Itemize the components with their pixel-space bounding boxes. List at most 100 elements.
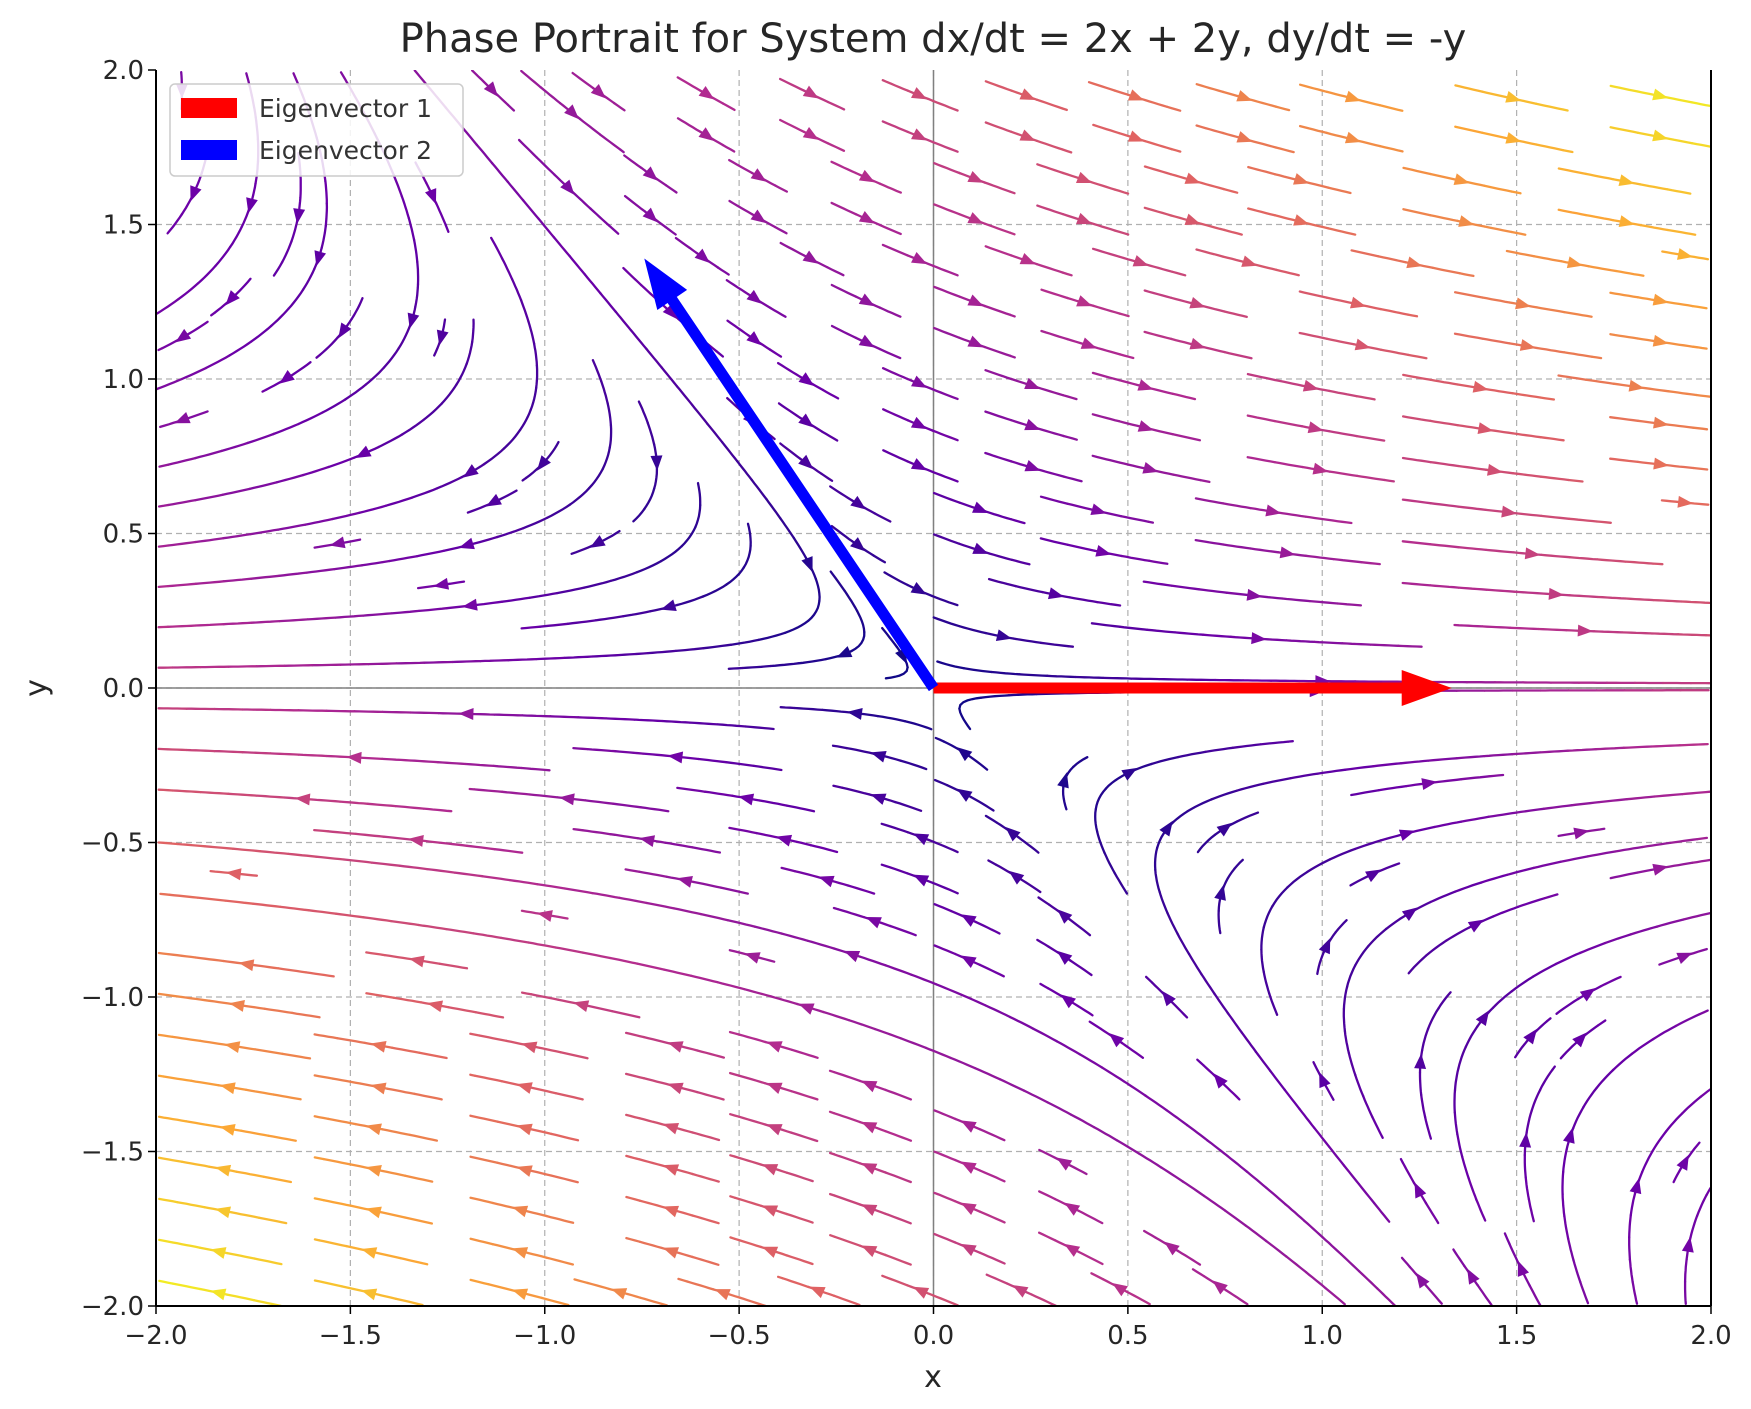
streamline-segment xyxy=(336,1037,366,1045)
streamline xyxy=(157,1156,293,1184)
streamline-segment xyxy=(1527,1198,1535,1223)
streamline-segment xyxy=(1130,677,1161,681)
streamline-segment xyxy=(158,1197,179,1204)
streamline-segment xyxy=(1265,1186,1287,1206)
streamline-segment xyxy=(1298,1107,1316,1129)
streamline-segment xyxy=(777,402,802,420)
streamline-segment xyxy=(846,884,876,895)
streamline-arrow xyxy=(1095,544,1112,557)
y-tick-label: 1.0 xyxy=(103,365,144,395)
streamline-segment xyxy=(725,279,750,296)
streamline-segment xyxy=(157,788,174,792)
streamline-segment xyxy=(453,871,484,878)
streamline-segment xyxy=(278,571,309,577)
streamline-segment xyxy=(1158,677,1189,681)
streamline-segment xyxy=(1454,84,1484,93)
streamline-segment xyxy=(727,666,744,670)
streamline xyxy=(880,822,959,854)
streamline-segment xyxy=(1698,1009,1709,1016)
streamline-segment xyxy=(1611,1052,1634,1072)
streamline-segment xyxy=(1460,815,1490,823)
streamline xyxy=(157,788,453,813)
streamline-arrow xyxy=(590,83,606,99)
streamline xyxy=(778,77,846,111)
streamline xyxy=(313,1238,429,1266)
streamline-segment xyxy=(1429,460,1460,468)
streamline-segment xyxy=(931,429,959,442)
streamline-segment xyxy=(1224,1288,1249,1306)
streamline xyxy=(1091,413,1202,442)
streamline-segment xyxy=(1245,1170,1268,1190)
streamline-segment xyxy=(883,571,909,587)
streamline xyxy=(1350,773,1505,797)
streamline xyxy=(728,826,839,854)
streamline xyxy=(1407,893,1559,975)
streamline-segment xyxy=(1481,296,1511,304)
streamline-segment xyxy=(1223,350,1253,360)
streamline-segment xyxy=(728,1071,741,1077)
streamline xyxy=(313,536,362,549)
streamline-segment xyxy=(984,1004,1011,1019)
streamline-segment xyxy=(1664,341,1695,348)
streamline-segment xyxy=(830,524,854,543)
streamline xyxy=(1557,208,1697,236)
streamline-arrow xyxy=(462,464,479,478)
streamline-segment xyxy=(390,1046,421,1054)
streamline-segment xyxy=(637,400,649,424)
streamline-segment xyxy=(549,1174,579,1184)
streamline-segment xyxy=(1503,1232,1511,1246)
streamline-segment xyxy=(1650,744,1681,748)
streamline-arrow xyxy=(1005,826,1021,842)
streamline xyxy=(932,491,1026,525)
streamline-segment xyxy=(1458,272,1475,278)
streamline-segment xyxy=(729,1113,741,1118)
streamline-segment xyxy=(1165,105,1182,112)
streamline-arrow xyxy=(956,747,973,762)
streamline-segment xyxy=(1248,139,1278,149)
streamline-segment xyxy=(872,554,887,564)
streamline xyxy=(1401,415,1565,442)
streamline-segment xyxy=(858,955,887,967)
streamline-segment xyxy=(659,545,683,563)
streamline-segment xyxy=(1274,105,1291,112)
streamline-segment xyxy=(469,535,499,546)
streamline-segment xyxy=(313,1033,339,1040)
streamline xyxy=(933,1191,1006,1224)
streamline-segment xyxy=(313,1238,321,1242)
streamline-segment xyxy=(706,422,724,444)
streamline-segment xyxy=(1385,913,1409,931)
streamline-segment xyxy=(974,1067,1001,1081)
streamline-segment xyxy=(1511,392,1542,399)
streamline-segment xyxy=(360,559,391,567)
streamline xyxy=(1298,124,1404,153)
y-tick-label: 0.5 xyxy=(103,520,144,550)
streamline-arrow xyxy=(229,1000,245,1012)
streamline-segment xyxy=(599,291,617,313)
streamline-arrow xyxy=(559,793,575,806)
streamline-segment xyxy=(1578,941,1607,955)
streamline-segment xyxy=(473,600,504,607)
streamline xyxy=(159,410,209,429)
streamline xyxy=(1090,622,1423,648)
streamline-segment xyxy=(518,408,532,432)
streamline-segment xyxy=(1511,432,1542,439)
streamline-arrow xyxy=(1161,990,1176,1007)
streamline-segment xyxy=(1691,304,1708,310)
streamline xyxy=(729,1154,814,1183)
streamline-segment xyxy=(1120,554,1151,562)
streamline-segment xyxy=(583,579,613,589)
streamline xyxy=(1057,756,1089,811)
streamline-segment xyxy=(587,467,604,490)
streamline-segment xyxy=(625,1154,641,1161)
streamline-arrow xyxy=(667,1082,684,1095)
streamline-arrow xyxy=(355,445,372,458)
streamline-segment xyxy=(305,567,336,574)
streamline-segment xyxy=(180,366,208,381)
streamline-segment xyxy=(757,631,787,642)
streamline-arrow xyxy=(1184,172,1201,184)
streamline-segment xyxy=(311,663,342,667)
streamline-segment xyxy=(350,297,364,320)
streamline-segment xyxy=(520,70,542,89)
streamline-segment xyxy=(936,660,966,670)
streamline-segment xyxy=(384,496,414,507)
